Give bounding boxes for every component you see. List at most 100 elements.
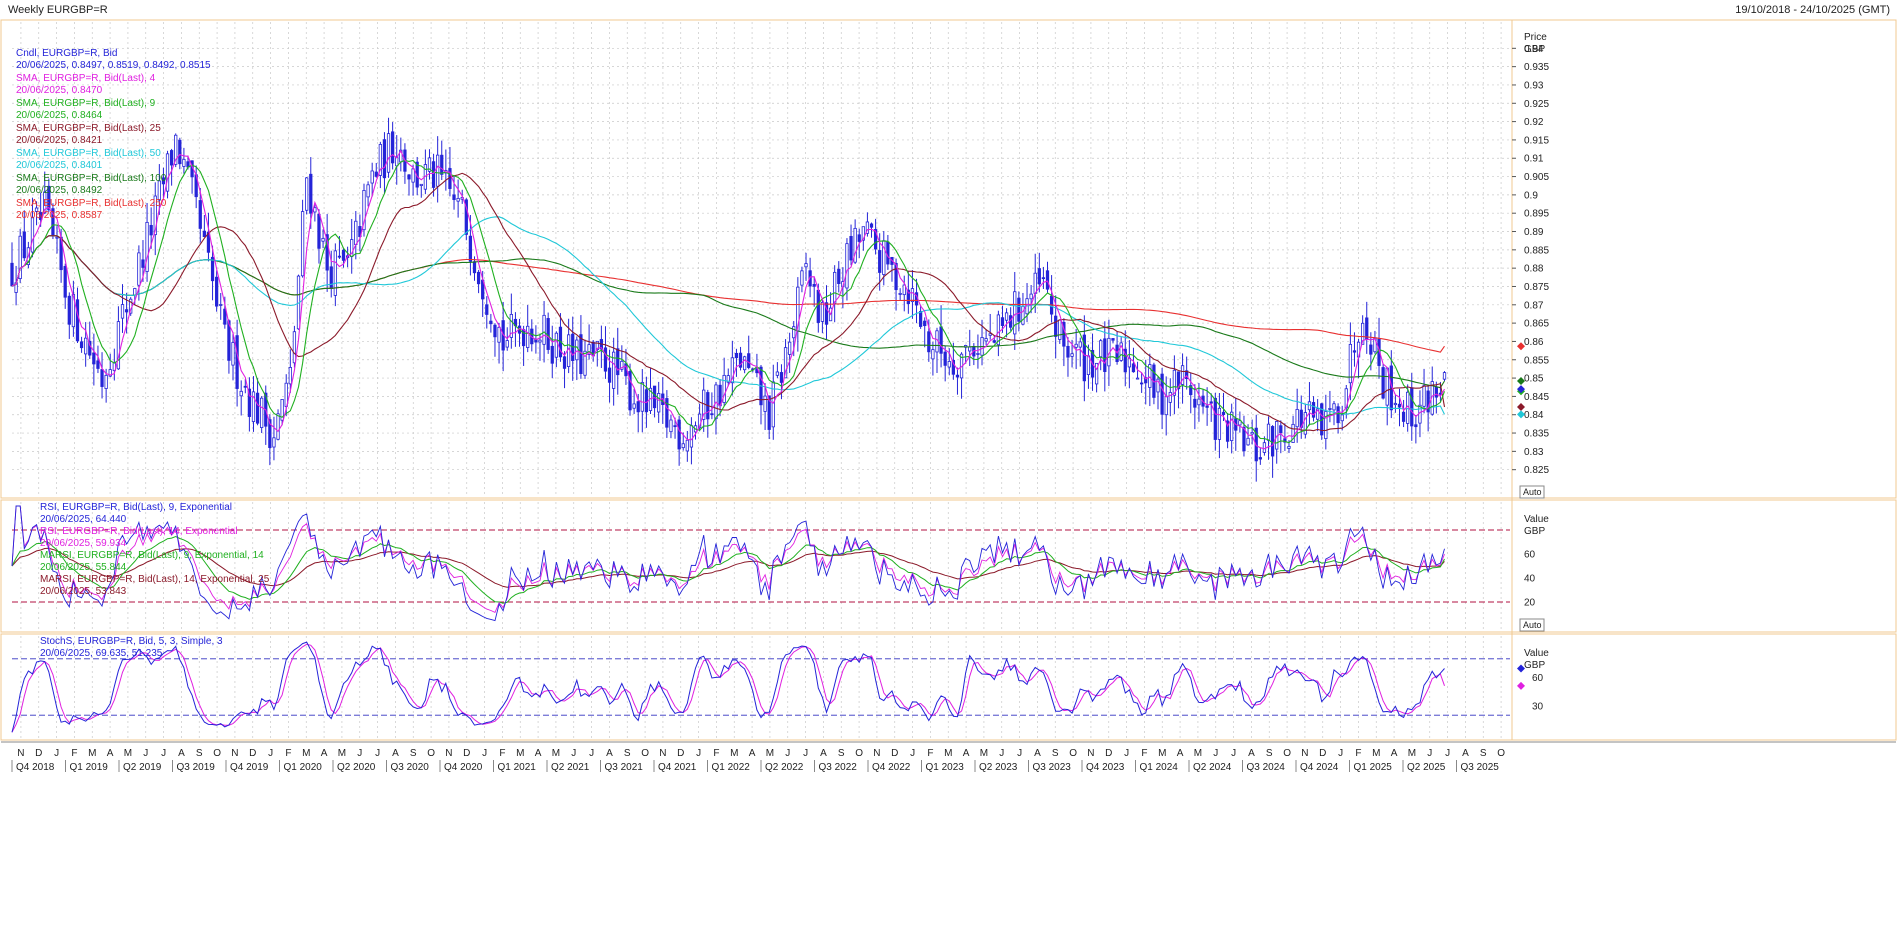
candle [1119, 337, 1123, 362]
candle-body [931, 349, 935, 360]
candle-body [1311, 402, 1316, 418]
auto-scale-button[interactable]: Auto [1519, 485, 1545, 499]
candle [493, 323, 497, 357]
candle-body [951, 359, 955, 375]
candle-body [1361, 322, 1365, 345]
candle-body [1410, 387, 1414, 427]
candle-body [386, 133, 391, 173]
candle-body [391, 131, 395, 164]
quarter-tick-label: Q3 2020 [391, 762, 430, 773]
month-tick-label: A [178, 748, 185, 759]
legend-value: 20/06/2025, 59.934 [40, 538, 127, 549]
candle [837, 261, 841, 293]
price-tick-label: 0.925 [1524, 99, 1549, 110]
candle-body [10, 262, 14, 287]
candle-body [354, 220, 358, 245]
candle-body [411, 168, 415, 183]
candle [1160, 367, 1164, 430]
candle [734, 348, 739, 377]
candle-body [1336, 406, 1340, 424]
candle-body [804, 263, 808, 268]
candle [235, 319, 239, 407]
candle [67, 292, 71, 339]
auto-scale-frame[interactable] [1519, 618, 1545, 632]
quarter-tick-label: Q4 2019 [230, 762, 269, 773]
candle-body [1365, 317, 1369, 340]
candle-body [763, 395, 767, 412]
candle [149, 207, 153, 249]
candle-body [243, 385, 247, 388]
candle [612, 337, 616, 406]
last-value-marker [1517, 681, 1525, 690]
candle [550, 325, 554, 379]
candle [743, 355, 747, 374]
candle-body [939, 326, 943, 354]
month-tick-label: M [1194, 748, 1202, 759]
candle-body [1094, 362, 1099, 385]
candle [943, 345, 947, 382]
candle-body [1045, 270, 1050, 290]
price-axis-title: Price [1524, 32, 1547, 43]
legend-label: MARSI, EURGBP=R, Bid(Last), 14, Exponent… [40, 574, 270, 585]
candle-body [1381, 367, 1385, 399]
candle-body [452, 194, 456, 200]
candle-body [1119, 342, 1123, 361]
last-value-marker [1517, 403, 1525, 412]
price-tick-label: 0.86 [1524, 337, 1544, 348]
rsi-auto-scale-button[interactable]: Auto [1519, 618, 1545, 632]
candle-body [955, 374, 960, 378]
legend-value: 20/06/2025, 0.8421 [16, 135, 103, 146]
candle [898, 288, 902, 301]
candle-body [108, 369, 112, 377]
candle-body [665, 398, 669, 428]
candle-body [43, 191, 47, 214]
legend-value: 20/06/2025, 0.8497, 0.8519, 0.8492, 0.85… [16, 60, 211, 71]
candle [63, 263, 67, 309]
price-tick-label: 0.845 [1524, 392, 1549, 403]
quarter-tick-label: Q1 2021 [498, 762, 537, 773]
candle-body [337, 255, 342, 258]
candle [747, 335, 751, 370]
candle-body [1156, 378, 1160, 393]
candle-body [362, 190, 366, 231]
month-tick-label: D [1319, 748, 1326, 759]
candle [1352, 332, 1357, 367]
candle [206, 212, 211, 262]
month-tick-label: S [196, 748, 203, 759]
candle-body [612, 351, 616, 389]
month-tick-label: J [1231, 748, 1236, 759]
month-tick-label: N [1087, 748, 1094, 759]
candle [632, 388, 636, 415]
month-tick-label: N [873, 748, 880, 759]
month-tick-label: J [589, 748, 594, 759]
candle-body [1037, 268, 1041, 285]
candle-body [550, 345, 554, 364]
candle-body [669, 419, 673, 433]
candle-body [1270, 426, 1275, 457]
quarter-tick-label: Q2 2021 [551, 762, 590, 773]
candle-body [206, 231, 211, 253]
month-tick-label: N [445, 748, 452, 759]
quarter-tick-label: Q4 2018 [16, 762, 55, 773]
candle-body [607, 367, 612, 383]
candle [1324, 394, 1328, 450]
candle [722, 357, 726, 406]
candle-body [382, 139, 387, 179]
candle-body [1266, 423, 1271, 441]
candle [362, 183, 366, 237]
candle-body [1316, 408, 1320, 420]
auto-scale-frame[interactable] [1519, 485, 1545, 499]
candle-body [1135, 377, 1140, 380]
candle-body [837, 268, 841, 284]
candle-body [976, 353, 980, 355]
month-tick-label: D [249, 748, 256, 759]
month-tick-label: O [1069, 748, 1077, 759]
candle [931, 341, 935, 376]
month-tick-label: O [213, 748, 221, 759]
quarter-tick-label: Q3 2023 [1033, 762, 1072, 773]
candle-body [202, 230, 206, 238]
candle [485, 296, 489, 329]
month-tick-label: S [1266, 748, 1273, 759]
candle [976, 334, 980, 369]
